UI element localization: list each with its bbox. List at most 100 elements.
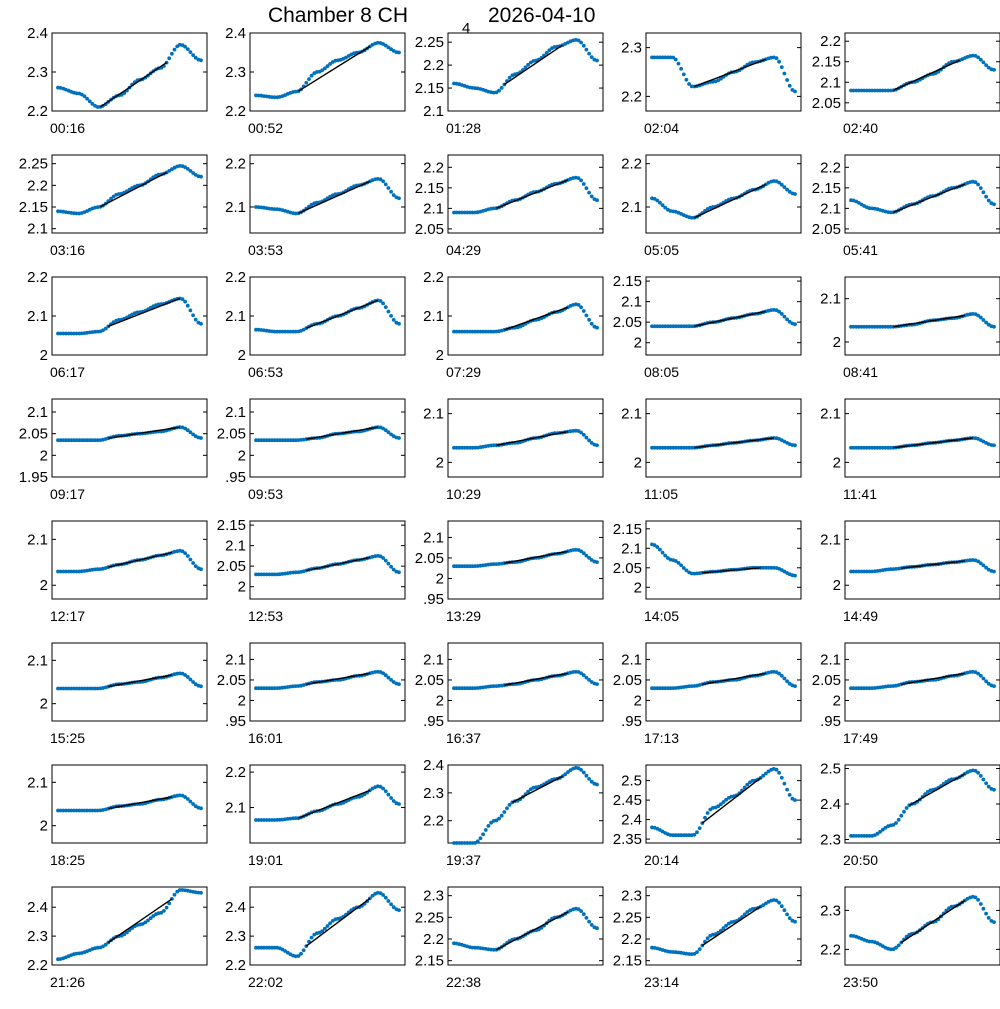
data-point	[486, 329, 491, 334]
data-point	[859, 88, 864, 93]
y-tick-label: 2.1	[225, 404, 246, 421]
data-point	[687, 833, 691, 838]
data-point	[870, 88, 875, 93]
panel-time-label: 05:41	[843, 242, 878, 258]
data-point	[785, 787, 789, 792]
y-tick-label: 2.2	[621, 931, 642, 948]
data-point	[191, 53, 196, 57]
data-point	[671, 445, 676, 450]
y-tick-label: 2.1	[621, 199, 642, 216]
data-point	[183, 44, 188, 49]
data-point	[695, 830, 699, 835]
data-point	[309, 935, 314, 940]
data-point	[579, 305, 583, 310]
panel-0240: 2.05 2.1 2.15 2.2 02:40	[812, 32, 1000, 136]
data-point	[383, 43, 388, 48]
data-point	[470, 841, 475, 845]
panel-time-label: 22:02	[248, 974, 283, 990]
panel-1637: .95 2 2.05 2.1 16:37	[415, 642, 604, 746]
fit-line	[702, 567, 761, 574]
data-point	[684, 833, 689, 838]
data-point	[256, 572, 261, 577]
data-point	[262, 572, 266, 577]
data-point	[497, 816, 501, 821]
panel-frame	[645, 764, 802, 844]
data-point	[386, 792, 391, 797]
data-point	[270, 572, 274, 577]
data-point	[581, 182, 586, 186]
data-point	[896, 817, 901, 822]
fit-line	[107, 898, 173, 944]
data-point	[579, 430, 583, 435]
data-point	[323, 926, 327, 931]
panel-0841: 2 2.1 08:41	[820, 276, 1000, 380]
data-point	[777, 770, 781, 775]
y-tick-label: .95	[820, 713, 841, 730]
y-tick-label: 2.05	[613, 672, 642, 689]
data-point	[465, 329, 470, 334]
data-point	[499, 86, 504, 90]
data-point	[992, 684, 996, 688]
data-point	[774, 56, 779, 61]
data-point	[862, 569, 867, 574]
data-point	[264, 818, 269, 822]
data-point	[862, 834, 867, 838]
data-point	[162, 909, 166, 913]
data-point	[579, 40, 583, 45]
data-point	[272, 329, 277, 334]
data-point	[328, 62, 332, 66]
data-point	[185, 428, 190, 433]
data-point	[851, 569, 856, 574]
panel-frame	[249, 398, 406, 478]
data-point	[275, 438, 280, 443]
data-point	[452, 445, 456, 450]
data-point	[199, 806, 203, 811]
data-point	[579, 909, 583, 913]
data-point	[854, 88, 859, 93]
data-point	[880, 88, 885, 93]
data-point	[267, 572, 272, 577]
data-point	[191, 802, 196, 806]
data-point	[595, 58, 599, 63]
data-point	[69, 438, 74, 443]
data-point	[386, 430, 391, 435]
data-point	[254, 686, 258, 691]
y-tick-label: 2.15	[217, 517, 246, 534]
data-point	[981, 777, 986, 782]
data-point	[180, 297, 185, 301]
y-tick-label: 2.2	[820, 33, 841, 50]
data-point	[454, 445, 459, 450]
data-point	[689, 684, 694, 688]
data-point	[293, 684, 298, 688]
data-point	[880, 445, 885, 450]
data-point	[650, 55, 654, 60]
data-point	[72, 808, 76, 813]
data-point	[865, 324, 869, 329]
fit-line	[893, 183, 966, 213]
data-point	[589, 923, 594, 927]
panel-1713: .95 2 2.05 2.1 17:13	[613, 642, 802, 746]
data-point	[782, 676, 787, 681]
data-point	[650, 445, 654, 450]
data-point	[671, 833, 676, 838]
y-tick-label: 2.05	[415, 221, 444, 238]
panel-0429: 2.05 2.1 2.15 2.2 04:29	[415, 154, 604, 258]
data-point	[878, 829, 882, 834]
data-point	[87, 99, 92, 104]
panel-frame	[51, 154, 208, 234]
data-point	[470, 329, 475, 334]
data-point	[270, 945, 274, 950]
data-point	[481, 329, 485, 334]
data-point	[973, 180, 978, 185]
data-point	[689, 324, 694, 329]
data-point	[90, 808, 95, 813]
data-point	[652, 324, 657, 329]
y-tick-label: 2.2	[225, 103, 246, 120]
data-point	[489, 329, 493, 334]
data-point	[85, 808, 89, 813]
fit-line	[108, 796, 173, 810]
y-tick-label: 2	[634, 579, 642, 596]
data-point	[191, 171, 196, 175]
data-point	[652, 55, 657, 60]
